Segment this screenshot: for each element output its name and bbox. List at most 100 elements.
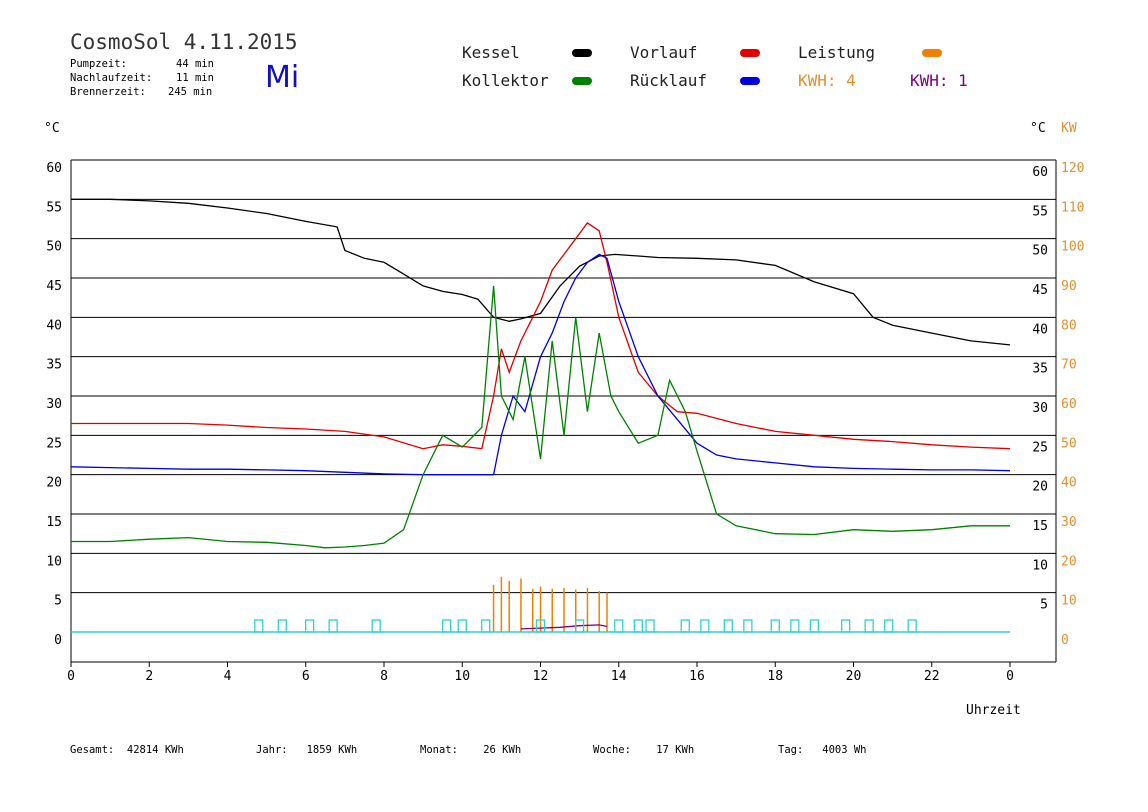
y-tick-label-right: 50 <box>1032 244 1048 259</box>
x-tick-label: 12 <box>533 669 549 684</box>
pump-marker <box>907 619 917 633</box>
series-line-kwh-1 <box>520 624 608 630</box>
y-tick-label-kw: 50 <box>1061 436 1077 451</box>
legend-leistung-swatch <box>922 49 942 57</box>
y-tick-label-right: 60 <box>1032 165 1048 180</box>
x-tick-label: 0 <box>67 669 75 684</box>
y-tick-label-right: 10 <box>1032 558 1048 573</box>
x-tick-label: 4 <box>224 669 232 684</box>
pump-marker <box>574 619 585 633</box>
y-tick-label-left: 10 <box>46 554 62 569</box>
series-line-kollektor <box>71 285 1010 549</box>
pump-marker <box>371 619 381 633</box>
pump-marker <box>277 619 287 633</box>
y-tick-label-kw: 100 <box>1061 240 1084 255</box>
brenner-label: Brennerzeit: <box>70 86 146 98</box>
legend-leistung-label: Leistung <box>798 43 876 62</box>
pump-value: 44 min <box>176 58 214 70</box>
y-tick-label-right: 15 <box>1032 519 1048 534</box>
tick-labels: 0510152025303540455055605101520253035404… <box>46 161 1084 684</box>
x-tick-label: 8 <box>380 669 388 684</box>
y-tick-label-left: 25 <box>46 436 62 451</box>
y-tick-label-left: 40 <box>46 318 62 333</box>
right-kw-unit-label: KW <box>1061 121 1077 136</box>
legend-ruecklauf-label: Rücklauf <box>630 71 708 90</box>
footer-jahr: Jahr: 1859 KWh <box>256 744 358 756</box>
y-tick-label-left: 55 <box>46 200 62 215</box>
pump-marker <box>884 619 894 633</box>
y-tick-label-right: 20 <box>1032 480 1048 495</box>
pump-label: Pumpzeit: <box>70 58 127 70</box>
y-tick-label-kw: 70 <box>1061 358 1077 373</box>
weekday: Mi <box>265 60 300 95</box>
y-tick-label-kw: 80 <box>1061 318 1077 333</box>
y-tick-label-right: 35 <box>1032 362 1048 377</box>
pump-marker <box>864 619 874 633</box>
x-tick-label: 16 <box>689 669 705 684</box>
x-tick-label: 10 <box>454 669 470 684</box>
legend-vorlauf-label: Vorlauf <box>630 43 698 62</box>
y-tick-label-right: 25 <box>1032 440 1048 455</box>
x-tick-label: 22 <box>924 669 940 684</box>
left-unit-label: °C <box>44 121 60 136</box>
legend-ruecklauf-swatch <box>740 77 760 85</box>
series-line-r-cklauf <box>70 253 1011 476</box>
legend-kessel-label: Kessel <box>462 43 520 62</box>
pump-marker <box>254 619 264 633</box>
footer-gesamt: Gesamt: 42814 KWh <box>70 744 184 756</box>
footer-woche: Woche: 17 KWh <box>593 744 695 756</box>
pump-marker <box>457 619 467 633</box>
legend-kwh1-label: KWH: 4 <box>798 71 856 90</box>
pump-marker <box>481 619 491 633</box>
y-tick-label-right: 5 <box>1040 598 1048 613</box>
right-celsius-unit-label: °C <box>1030 121 1046 136</box>
pump-marker <box>723 619 733 633</box>
pump-marker <box>809 619 820 633</box>
pump-marker <box>770 619 780 633</box>
x-tick-label: 6 <box>302 669 310 684</box>
y-tick-label-left: 0 <box>54 633 62 648</box>
pump-marker <box>841 619 851 633</box>
page-title: CosmoSol 4.11.2015 <box>70 30 298 54</box>
legend-kwh2-label: KWH: 1 <box>910 71 968 90</box>
y-tick-label-left: 60 <box>46 161 62 176</box>
series-line-vorlauf <box>71 222 1011 450</box>
pump-marker <box>305 619 315 633</box>
y-tick-label-right: 40 <box>1032 322 1048 337</box>
pump-marker <box>743 619 753 633</box>
footer-monat: Monat: 26 KWh <box>420 744 522 756</box>
pump-marker <box>680 619 690 633</box>
y-tick-label-kw: 110 <box>1061 200 1084 215</box>
y-tick-label-left: 50 <box>46 240 62 255</box>
legend-kessel-swatch <box>572 49 592 57</box>
y-tick-label-kw: 60 <box>1061 397 1077 412</box>
y-tick-label-left: 35 <box>46 358 62 373</box>
legend-kollektor-label: Kollektor <box>462 71 549 90</box>
y-tick-label-left: 30 <box>46 397 62 412</box>
series-lines <box>70 198 1011 633</box>
pump-marker <box>441 619 452 633</box>
legend-kollektor-swatch <box>572 77 592 85</box>
y-tick-label-kw: 120 <box>1061 161 1084 176</box>
y-tick-label-left: 15 <box>46 515 62 530</box>
pump-marker <box>633 619 643 633</box>
y-tick-label-kw: 20 <box>1061 554 1077 569</box>
series-line-kessel <box>71 198 1011 346</box>
pump-marker <box>645 619 655 633</box>
x-axis-label: Uhrzeit <box>966 703 1021 718</box>
pump-marker <box>328 619 338 633</box>
x-tick-label: 20 <box>846 669 862 684</box>
nachlauf-label: Nachlaufzeit: <box>70 72 153 84</box>
y-tick-label-left: 45 <box>46 279 62 294</box>
y-tick-label-right: 45 <box>1032 283 1048 298</box>
y-tick-label-left: 5 <box>54 594 62 609</box>
pump-marker <box>700 619 710 633</box>
x-tick-label: 0 <box>1006 669 1014 684</box>
axes <box>70 160 1057 667</box>
y-tick-label-right: 55 <box>1032 204 1048 219</box>
y-tick-label-left: 20 <box>46 476 62 491</box>
y-tick-label-kw: 90 <box>1061 279 1077 294</box>
y-tick-label-kw: 10 <box>1061 594 1077 609</box>
y-tick-label-kw: 0 <box>1061 633 1069 648</box>
pump-marker <box>535 619 546 633</box>
